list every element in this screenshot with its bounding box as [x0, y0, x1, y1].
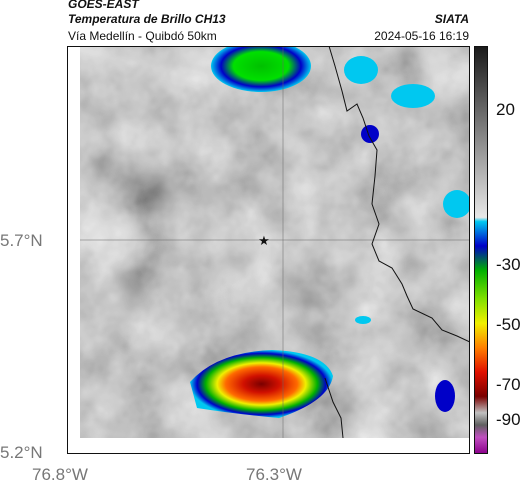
cloud-cyan-ne1	[344, 56, 378, 84]
cloud-cyan-small	[355, 316, 371, 324]
product-title: Temperatura de Brillo CH13	[68, 12, 226, 26]
datetime-label: 2024-05-16 16:19	[374, 29, 469, 43]
colorbar	[474, 46, 488, 454]
lat-label-5.2: 5.2°N	[0, 443, 43, 462]
storm-cell-north	[211, 46, 311, 92]
storm-cell-south	[190, 350, 333, 418]
cloud-cyan-east	[443, 190, 470, 218]
lat-label-5.7: 5.7°N	[0, 231, 43, 250]
map-frame	[67, 46, 470, 454]
lon-label-76.8: 76.8°W	[32, 465, 88, 484]
cloud-blue-ne	[361, 125, 379, 143]
org-label: SIATA	[434, 12, 469, 26]
colorbar-tick-minus70: -70	[496, 375, 521, 394]
department-border	[328, 46, 470, 343]
colorbar-tick-20: 20	[496, 100, 515, 119]
route-label: Vía Medellín - Quibdó 50km	[68, 29, 217, 43]
cloud-cyan-ne2	[391, 84, 435, 108]
department-border-south	[324, 377, 344, 439]
colorbar-tick-minus30: -30	[496, 255, 521, 274]
satellite-title: GOES-EAST	[68, 0, 139, 11]
brightness-temperature-map: ★	[67, 46, 470, 454]
colorbar-tick-minus90: -90	[496, 410, 521, 429]
cloud-blue-se	[435, 380, 455, 412]
lon-label-76.3: 76.3°W	[246, 465, 302, 484]
colorbar-tick-minus50: -50	[496, 315, 521, 334]
star-icon: ★	[258, 233, 270, 248]
